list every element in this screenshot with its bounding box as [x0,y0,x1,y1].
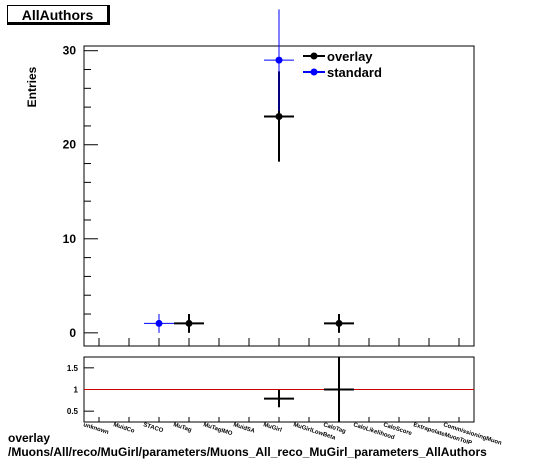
data-point [155,319,163,327]
data-point [275,113,283,121]
legend-marker [310,68,318,76]
ratio-y-tick-label: 0.5 [67,407,79,416]
legend-label: standard [327,65,382,80]
footer-line-1: overlay [8,431,51,445]
ratio-y-tick-label: 1.5 [67,364,79,373]
x-category-label: MuTag [172,422,192,434]
y-tick-label: 30 [63,44,77,58]
y-axis-label: Entries [25,66,39,107]
footer-line-2: /Muons/All/reco/MuGirl/parameters/Muons_… [8,445,487,459]
data-point [275,56,283,64]
histogram-title: AllAuthors [21,7,94,23]
y-tick-label: 0 [69,326,76,340]
footer-path: overlay /Muons/All/reco/MuGirl/parameter… [8,431,487,459]
histogram-title-box: AllAuthors [7,5,110,25]
y-tick-label: 10 [63,232,77,246]
data-point [335,319,343,327]
x-category-label: MuGirl [262,422,282,434]
data-point [185,319,193,327]
legend-marker [310,52,318,60]
legend-label: overlay [327,49,373,64]
y-tick-label: 20 [63,138,77,152]
ratio-y-tick-label: 1 [74,386,79,395]
